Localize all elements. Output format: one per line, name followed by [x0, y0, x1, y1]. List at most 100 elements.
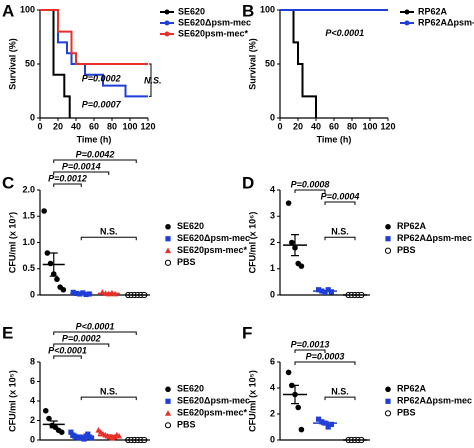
- point: [325, 424, 331, 430]
- bracket: [53, 331, 137, 335]
- y-tick-label: 50: [265, 58, 275, 68]
- legend-label: RP62AΔpsm-mec: [418, 17, 474, 27]
- x-tick-label: 20: [293, 121, 303, 131]
- y-axis-label: Survival (%): [7, 38, 17, 90]
- point: [83, 291, 89, 298]
- y-axis-label: CFU/ml (x 10⁶): [247, 212, 257, 274]
- bracket: [149, 63, 152, 97]
- point: [385, 223, 391, 230]
- y-tick-label: 100: [20, 4, 35, 14]
- point: [289, 239, 295, 246]
- p-value: P=0.0013: [291, 339, 330, 349]
- bracket: [53, 355, 82, 359]
- point: [68, 429, 74, 435]
- point: [44, 250, 51, 256]
- y-tick-label: 3: [270, 211, 275, 221]
- x-tick-label: 80: [107, 121, 117, 131]
- legend-label: RP62AΔpsm-mec: [397, 396, 472, 406]
- bracket: [53, 171, 110, 175]
- point: [46, 415, 52, 422]
- p-value: P=0.0002: [62, 333, 101, 343]
- point: [385, 386, 391, 393]
- legend-label: RP62AΔpsm-mec: [397, 233, 472, 243]
- p-value: N.S.: [331, 227, 349, 237]
- survival-line: [40, 9, 71, 118]
- legend-label: SE620Δpsm-mec: [178, 17, 251, 27]
- legend-label: SE620: [178, 6, 205, 16]
- annotation: P=0.0007: [82, 99, 122, 109]
- point: [85, 431, 91, 437]
- x-tick-label: 20: [53, 121, 63, 131]
- point: [165, 236, 171, 242]
- point: [165, 410, 171, 416]
- p-value: N.S.: [100, 227, 118, 237]
- bracket: [324, 236, 356, 241]
- legend-label: PBS: [397, 245, 416, 255]
- y-tick-label: 1.0: [22, 237, 35, 247]
- legend-label: PBS: [177, 257, 196, 267]
- panel-letter: D: [242, 173, 254, 192]
- point: [328, 421, 334, 427]
- point: [81, 436, 87, 442]
- p-value: P=0.0008: [291, 179, 330, 189]
- y-tick-label: 1.5: [22, 211, 35, 221]
- y-axis-label: CFU/ml (x 10⁵): [7, 370, 17, 432]
- point: [384, 247, 392, 254]
- legend-label: SE620: [177, 384, 204, 394]
- sem-bar: [104, 434, 113, 437]
- bracket: [294, 189, 326, 193]
- bracket: [324, 201, 356, 205]
- bracket: [324, 396, 356, 401]
- point: [316, 416, 322, 422]
- legend-label: SE620psm-mec*: [177, 408, 248, 418]
- p-value: P=0.0042: [76, 149, 115, 159]
- p-value: P<0.0001: [76, 321, 115, 331]
- y-tick-label: 2: [270, 408, 275, 418]
- x-tick-label: 100: [362, 121, 377, 131]
- point: [165, 223, 171, 230]
- x-tick-label: 120: [140, 121, 155, 131]
- y-tick-label: 50: [25, 58, 35, 68]
- sem-bar: [49, 252, 58, 277]
- legend-marker: [164, 20, 170, 26]
- annotation: P<0.0001: [325, 28, 364, 38]
- sem-bar: [104, 292, 113, 295]
- point: [384, 410, 392, 417]
- y-axis-label: CFU/ml (x 10⁷): [7, 212, 17, 273]
- legend-label: SE620Δpsm-mec: [177, 396, 250, 406]
- legend-label: RP62A: [418, 6, 448, 16]
- point: [385, 236, 391, 242]
- legend-label: SE620: [177, 221, 204, 231]
- legend-label: SE620Δpsm-mec: [177, 233, 250, 243]
- x-axis-label: Time (h): [317, 134, 352, 144]
- p-value: P=0.0003: [306, 351, 345, 361]
- point: [285, 369, 292, 376]
- survival-line: [40, 9, 148, 65]
- sem-bar: [291, 234, 299, 257]
- y-tick-label: 2: [30, 415, 35, 425]
- point: [164, 422, 172, 429]
- point: [41, 208, 47, 214]
- point: [165, 247, 171, 254]
- point: [298, 263, 305, 269]
- x-tick-label: 80: [347, 121, 357, 131]
- y-axis-label: CFU/ml (x 10⁵): [247, 370, 257, 432]
- legend-label: RP62A: [397, 384, 427, 394]
- panel-letter: F: [242, 323, 252, 342]
- p-value: P=0.0012: [48, 173, 87, 183]
- x-tick-label: 0: [37, 121, 42, 131]
- legend-marker: [404, 20, 410, 26]
- point: [316, 287, 322, 293]
- y-tick-label: 0: [270, 112, 275, 122]
- y-tick-label: 2.0: [22, 184, 35, 194]
- point: [295, 404, 302, 411]
- panel-letter: A: [2, 1, 14, 20]
- point: [328, 289, 334, 295]
- point: [322, 289, 328, 295]
- point: [42, 407, 49, 414]
- bracket: [80, 396, 137, 401]
- point: [385, 398, 391, 404]
- legend-marker: [404, 9, 410, 15]
- bracket: [53, 343, 110, 347]
- y-tick-label: 0.5: [22, 263, 35, 273]
